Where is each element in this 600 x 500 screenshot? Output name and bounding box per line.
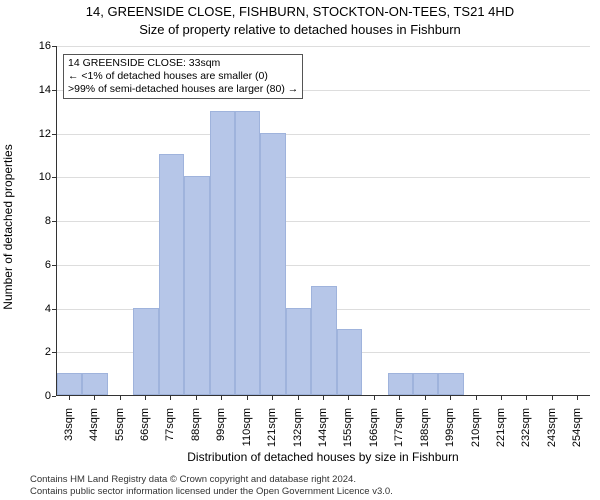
bar (413, 373, 438, 395)
footer-line1: Contains HM Land Registry data © Crown c… (30, 474, 393, 486)
y-tick-label: 16 (21, 40, 51, 52)
x-tick-mark (348, 396, 349, 400)
y-tick-label: 2 (21, 346, 51, 358)
chart-title-line1: 14, GREENSIDE CLOSE, FISHBURN, STOCKTON-… (0, 4, 600, 19)
y-tick-label: 14 (21, 84, 51, 96)
x-tick-mark (577, 396, 578, 400)
y-tick-label: 6 (21, 259, 51, 271)
x-tick-mark (526, 396, 527, 400)
bar (133, 308, 158, 396)
x-tick-mark (221, 396, 222, 400)
x-tick-mark (399, 396, 400, 400)
bar (82, 373, 107, 395)
gridline (57, 134, 590, 135)
bar (235, 111, 260, 395)
annotation-line3: >99% of semi-detached houses are larger … (68, 83, 298, 96)
gridline (57, 265, 590, 266)
x-tick-mark (476, 396, 477, 400)
y-tick-label: 0 (21, 390, 51, 402)
x-tick-mark (450, 396, 451, 400)
x-tick-mark (247, 396, 248, 400)
x-tick-mark (374, 396, 375, 400)
x-tick-mark (552, 396, 553, 400)
x-tick-mark (323, 396, 324, 400)
chart-container: 14, GREENSIDE CLOSE, FISHBURN, STOCKTON-… (0, 0, 600, 500)
x-tick-mark (501, 396, 502, 400)
chart-title-line2: Size of property relative to detached ho… (0, 22, 600, 37)
bar (337, 329, 362, 395)
x-tick-mark (298, 396, 299, 400)
bar (210, 111, 235, 395)
bar (388, 373, 413, 395)
bar (57, 373, 82, 395)
plot-area: 14 GREENSIDE CLOSE: 33sqm ← <1% of detac… (56, 46, 590, 396)
bar (286, 308, 311, 396)
annotation-line1: 14 GREENSIDE CLOSE: 33sqm (68, 57, 298, 70)
x-tick-mark (145, 396, 146, 400)
y-tick-mark (52, 396, 56, 397)
bar (311, 286, 336, 395)
annotation-box: 14 GREENSIDE CLOSE: 33sqm ← <1% of detac… (63, 54, 303, 99)
y-tick-label: 4 (21, 303, 51, 315)
footer-line2: Contains public sector information licen… (30, 486, 393, 498)
x-tick-mark (425, 396, 426, 400)
annotation-line2: ← <1% of detached houses are smaller (0) (68, 70, 298, 83)
x-tick-mark (272, 396, 273, 400)
x-tick-mark (94, 396, 95, 400)
x-tick-mark (120, 396, 121, 400)
bar (159, 154, 184, 395)
y-tick-label: 8 (21, 215, 51, 227)
y-tick-label: 12 (21, 128, 51, 140)
y-axis-label: Number of detached properties (1, 144, 15, 309)
x-tick-mark (69, 396, 70, 400)
bar (184, 176, 209, 395)
y-tick-label: 10 (21, 171, 51, 183)
footer: Contains HM Land Registry data © Crown c… (30, 474, 393, 498)
x-axis-label: Distribution of detached houses by size … (56, 450, 590, 464)
gridline (57, 177, 590, 178)
x-tick-mark (170, 396, 171, 400)
bar (260, 133, 285, 396)
x-tick-mark (196, 396, 197, 400)
gridline (57, 46, 590, 47)
bar (438, 373, 463, 395)
gridline (57, 221, 590, 222)
